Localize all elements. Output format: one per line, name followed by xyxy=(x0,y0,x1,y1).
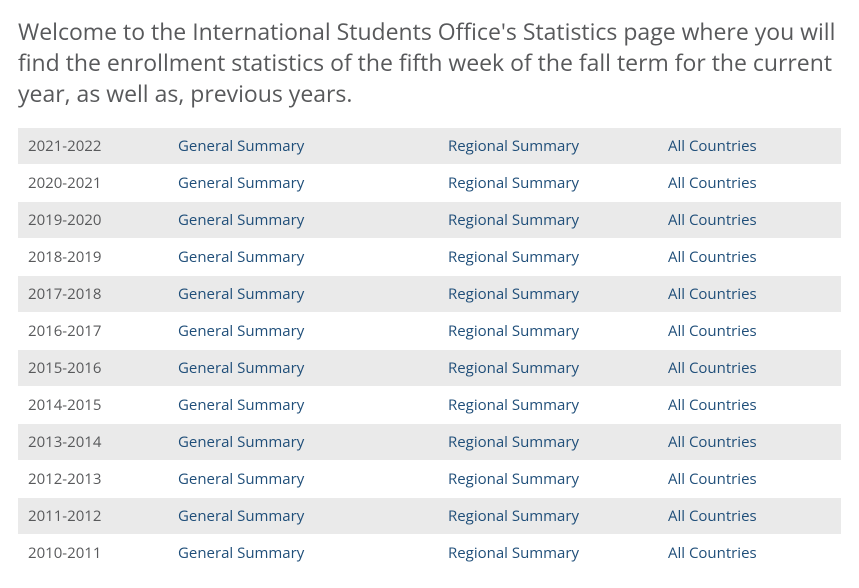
all-countries-link[interactable]: All Countries xyxy=(668,469,757,489)
link-cell: Regional Summary xyxy=(438,202,658,238)
year-cell: 2016-2017 xyxy=(18,313,168,349)
general-summary-link[interactable]: General Summary xyxy=(178,284,304,304)
link-cell: All Countries xyxy=(658,202,841,238)
regional-summary-link[interactable]: Regional Summary xyxy=(448,136,579,156)
link-cell: Regional Summary xyxy=(438,461,658,497)
regional-summary-link[interactable]: Regional Summary xyxy=(448,321,579,341)
link-cell: All Countries xyxy=(658,387,841,423)
all-countries-link[interactable]: All Countries xyxy=(668,247,757,267)
year-cell: 2015-2016 xyxy=(18,350,168,386)
year-cell: 2010-2011 xyxy=(18,535,168,571)
year-cell: 2014-2015 xyxy=(18,387,168,423)
link-cell: Regional Summary xyxy=(438,128,658,164)
year-cell: 2021-2022 xyxy=(18,128,168,164)
general-summary-link[interactable]: General Summary xyxy=(178,173,304,193)
regional-summary-link[interactable]: Regional Summary xyxy=(448,432,579,452)
link-cell: All Countries xyxy=(658,239,841,275)
link-cell: General Summary xyxy=(168,424,438,460)
link-cell: Regional Summary xyxy=(438,276,658,312)
link-cell: Regional Summary xyxy=(438,387,658,423)
link-cell: General Summary xyxy=(168,276,438,312)
table-row: 2013-2014 General Summary Regional Summary… xyxy=(18,424,841,460)
link-cell: Regional Summary xyxy=(438,165,658,201)
link-cell: General Summary xyxy=(168,165,438,201)
general-summary-link[interactable]: General Summary xyxy=(178,543,304,563)
link-cell: All Countries xyxy=(658,165,841,201)
link-cell: General Summary xyxy=(168,498,438,534)
regional-summary-link[interactable]: Regional Summary xyxy=(448,358,579,378)
link-cell: Regional Summary xyxy=(438,535,658,571)
link-cell: All Countries xyxy=(658,350,841,386)
general-summary-link[interactable]: General Summary xyxy=(178,358,304,378)
year-cell: 2018-2019 xyxy=(18,239,168,275)
table-row: 2020-2021 General Summary Regional Summary… xyxy=(18,165,841,201)
link-cell: Regional Summary xyxy=(438,498,658,534)
general-summary-link[interactable]: General Summary xyxy=(178,136,304,156)
general-summary-link[interactable]: General Summary xyxy=(178,395,304,415)
general-summary-link[interactable]: General Summary xyxy=(178,469,304,489)
regional-summary-link[interactable]: Regional Summary xyxy=(448,506,579,526)
link-cell: General Summary xyxy=(168,239,438,275)
all-countries-link[interactable]: All Countries xyxy=(668,136,757,156)
regional-summary-link[interactable]: Regional Summary xyxy=(448,247,579,267)
general-summary-link[interactable]: General Summary xyxy=(178,506,304,526)
link-cell: Regional Summary xyxy=(438,350,658,386)
table-row: 2014-2015 General Summary Regional Summary… xyxy=(18,387,841,423)
year-cell: 2017-2018 xyxy=(18,276,168,312)
general-summary-link[interactable]: General Summary xyxy=(178,432,304,452)
all-countries-link[interactable]: All Countries xyxy=(668,210,757,230)
link-cell: All Countries xyxy=(658,128,841,164)
link-cell: General Summary xyxy=(168,202,438,238)
all-countries-link[interactable]: All Countries xyxy=(668,284,757,304)
link-cell: All Countries xyxy=(658,461,841,497)
link-cell: General Summary xyxy=(168,461,438,497)
link-cell: Regional Summary xyxy=(438,313,658,349)
all-countries-link[interactable]: All Countries xyxy=(668,506,757,526)
regional-summary-link[interactable]: Regional Summary xyxy=(448,543,579,563)
all-countries-link[interactable]: All Countries xyxy=(668,395,757,415)
regional-summary-link[interactable]: Regional Summary xyxy=(448,284,579,304)
link-cell: General Summary xyxy=(168,535,438,571)
year-cell: 2013-2014 xyxy=(18,424,168,460)
table-row: 2010-2011 General Summary Regional Summary… xyxy=(18,535,841,571)
link-cell: General Summary xyxy=(168,387,438,423)
table-row: 2016-2017 General Summary Regional Summary… xyxy=(18,313,841,349)
all-countries-link[interactable]: All Countries xyxy=(668,543,757,563)
link-cell: All Countries xyxy=(658,276,841,312)
link-cell: All Countries xyxy=(658,498,841,534)
table-row: 2018-2019 General Summary Regional Summary… xyxy=(18,239,841,275)
table-row: 2017-2018 General Summary Regional Summary… xyxy=(18,276,841,312)
link-cell: All Countries xyxy=(658,424,841,460)
link-cell: Regional Summary xyxy=(438,424,658,460)
table-row: 2019-2020 General Summary Regional Summary… xyxy=(18,202,841,238)
general-summary-link[interactable]: General Summary xyxy=(178,210,304,230)
general-summary-link[interactable]: General Summary xyxy=(178,247,304,267)
statistics-table: 2021-2022 General Summary Regional Summary… xyxy=(18,127,841,572)
link-cell: General Summary xyxy=(168,313,438,349)
regional-summary-link[interactable]: Regional Summary xyxy=(448,469,579,489)
regional-summary-link[interactable]: Regional Summary xyxy=(448,395,579,415)
table-row: 2012-2013 General Summary Regional Summary… xyxy=(18,461,841,497)
table-row: 2015-2016 General Summary Regional Summary… xyxy=(18,350,841,386)
general-summary-link[interactable]: General Summary xyxy=(178,321,304,341)
year-cell: 2012-2013 xyxy=(18,461,168,497)
all-countries-link[interactable]: All Countries xyxy=(668,432,757,452)
link-cell: General Summary xyxy=(168,128,438,164)
link-cell: All Countries xyxy=(658,535,841,571)
all-countries-link[interactable]: All Countries xyxy=(668,173,757,193)
link-cell: All Countries xyxy=(658,313,841,349)
page-title: Welcome to the International Students Of… xyxy=(18,16,841,109)
table-row: 2011-2012 General Summary Regional Summary… xyxy=(18,498,841,534)
year-cell: 2011-2012 xyxy=(18,498,168,534)
all-countries-link[interactable]: All Countries xyxy=(668,321,757,341)
regional-summary-link[interactable]: Regional Summary xyxy=(448,210,579,230)
table-row: 2021-2022 General Summary Regional Summary… xyxy=(18,128,841,164)
all-countries-link[interactable]: All Countries xyxy=(668,358,757,378)
link-cell: General Summary xyxy=(168,350,438,386)
regional-summary-link[interactable]: Regional Summary xyxy=(448,173,579,193)
link-cell: Regional Summary xyxy=(438,239,658,275)
year-cell: 2020-2021 xyxy=(18,165,168,201)
year-cell: 2019-2020 xyxy=(18,202,168,238)
